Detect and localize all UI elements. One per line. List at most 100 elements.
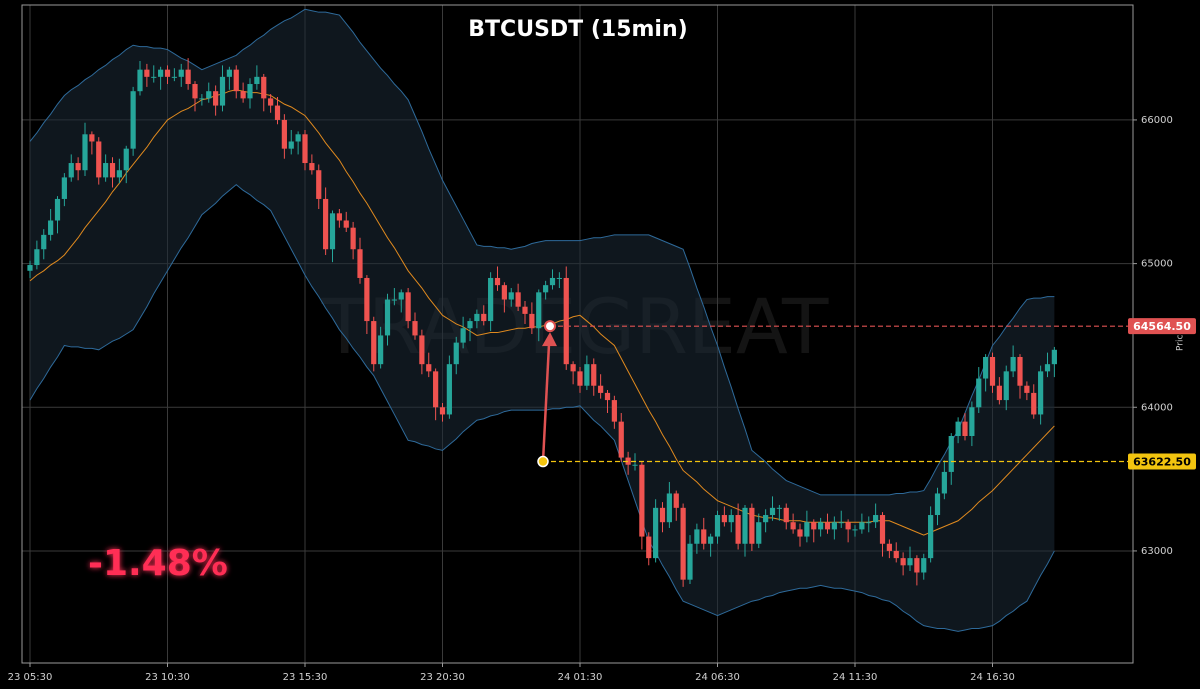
candle-body [776, 507, 782, 509]
y-tick-label: 64000 [1141, 402, 1173, 413]
candle-body [309, 163, 315, 171]
candle-body [68, 163, 74, 178]
candle-body [1010, 356, 1016, 372]
x-tick-label: 23 05:30 [8, 672, 53, 683]
candle-body [879, 515, 886, 544]
x-tick-label: 23 20:30 [420, 672, 465, 683]
candle-body [481, 313, 487, 322]
candle-body [178, 69, 184, 77]
candle-body [941, 471, 947, 494]
candle-body [336, 213, 342, 221]
candle-body [659, 507, 666, 523]
candle-body [164, 69, 171, 77]
x-tick-label: 24 06:30 [695, 672, 740, 683]
candle-body [89, 134, 95, 142]
chart-title: BTCUSDT (15min) [468, 17, 687, 42]
candle-body [130, 91, 136, 149]
trade-arrow [541, 344, 551, 462]
candle-body [226, 69, 232, 77]
candle-body [350, 227, 356, 250]
candle-body [591, 364, 597, 386]
candle-body [199, 98, 205, 100]
candle-body [989, 356, 996, 386]
candle-body [708, 536, 714, 544]
candle-body [1044, 364, 1051, 372]
candle-body [109, 163, 116, 178]
candle-body [1031, 392, 1037, 415]
x-tick-label: 24 11:30 [833, 672, 878, 683]
candle-body [1017, 356, 1023, 386]
candle-body [171, 76, 177, 78]
candle-body [378, 335, 384, 365]
candle-body [151, 76, 157, 78]
candle-body [852, 529, 858, 531]
candle-body [831, 522, 837, 530]
candle-body [687, 543, 693, 580]
y-tick-label: 65000 [1141, 259, 1173, 270]
candle-body [735, 515, 741, 544]
candle-body [983, 356, 989, 379]
candle-body [522, 306, 528, 314]
candle-body [818, 522, 824, 530]
candle-body [185, 69, 191, 85]
candle-body [694, 529, 700, 544]
candle-body [295, 134, 301, 142]
candle-body [268, 98, 274, 106]
candle-body [433, 371, 439, 408]
candle-body [247, 84, 253, 99]
candle-body [41, 234, 47, 250]
candle-body [797, 529, 803, 537]
candle-body [467, 321, 473, 329]
candle-body [955, 421, 961, 437]
candle-body [625, 457, 631, 465]
candle-body [543, 285, 549, 293]
candle-body [515, 292, 521, 307]
candle-body [866, 522, 872, 524]
x-tick-label: 23 10:30 [145, 672, 190, 683]
candle-body [281, 119, 287, 149]
exit-marker [544, 320, 556, 333]
candle-body [838, 522, 844, 524]
candle-body [701, 529, 707, 544]
candle-body [75, 163, 81, 171]
price-label: 63622.50 [1133, 456, 1191, 469]
candle-body [1051, 349, 1057, 365]
candle-body [274, 105, 281, 120]
candle-body [886, 543, 892, 551]
candle-body [969, 407, 975, 437]
candle-body [1038, 371, 1044, 415]
candle-body [82, 134, 88, 171]
candle-body [893, 550, 899, 559]
candle-body [357, 249, 363, 278]
candle-body [364, 277, 370, 322]
candle-body [501, 285, 507, 300]
candle-body [907, 558, 913, 566]
candle-body [316, 170, 322, 199]
x-tick-label: 23 15:30 [283, 672, 328, 683]
candle-body [48, 220, 54, 235]
y-tick-label: 63000 [1141, 546, 1173, 557]
candle-body [756, 522, 762, 544]
band-upper [29, 8, 1055, 496]
candle-body [488, 277, 494, 322]
candle-body [666, 493, 672, 523]
candle-body [556, 277, 562, 279]
candle-body [611, 400, 617, 422]
candle-body [976, 378, 982, 408]
candle-body [673, 493, 679, 508]
candle-body [494, 277, 501, 286]
candle-body [900, 558, 906, 566]
candle-body [192, 84, 198, 99]
candle-body [790, 522, 796, 530]
candle-body [934, 493, 941, 516]
price-label-box [1128, 318, 1196, 335]
candle-body [742, 507, 748, 544]
candle-body [288, 141, 294, 149]
price-label-box [1128, 453, 1196, 470]
candle-body [27, 265, 33, 271]
candle-body [646, 536, 652, 559]
price-label: 64564.50 [1133, 320, 1191, 333]
candle-body [144, 69, 150, 77]
candle-body [653, 507, 659, 559]
